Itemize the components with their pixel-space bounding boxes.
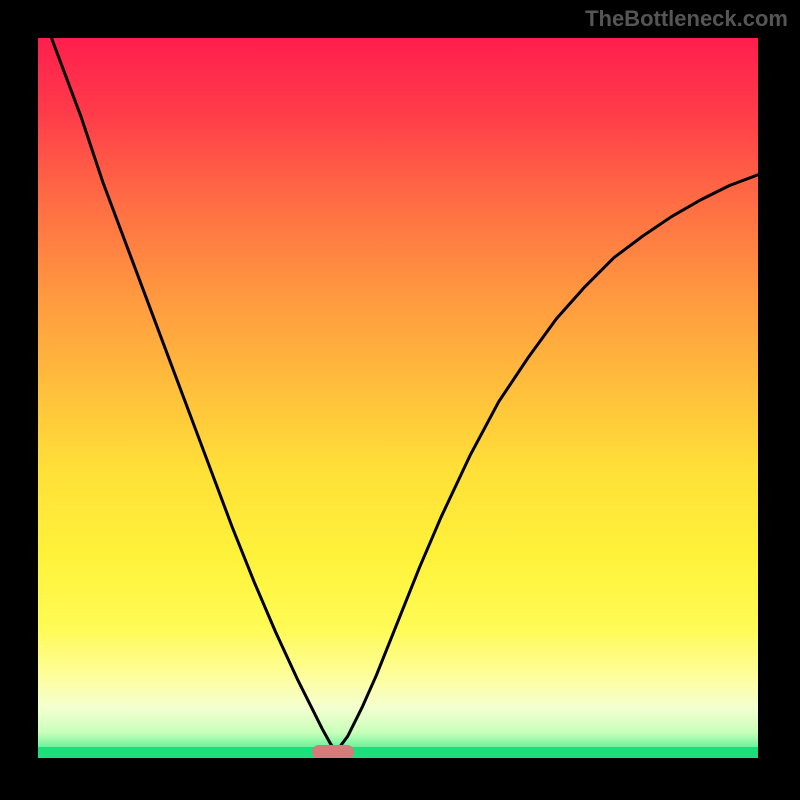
curve-left xyxy=(38,38,337,751)
minimum-marker xyxy=(312,745,354,758)
curve-right xyxy=(337,175,758,751)
curve-layer xyxy=(38,38,758,758)
plot-area xyxy=(38,38,758,758)
plot-frame xyxy=(38,38,758,758)
watermark-text: TheBottleneck.com xyxy=(585,6,788,32)
figure-root: TheBottleneck.com xyxy=(0,0,800,800)
